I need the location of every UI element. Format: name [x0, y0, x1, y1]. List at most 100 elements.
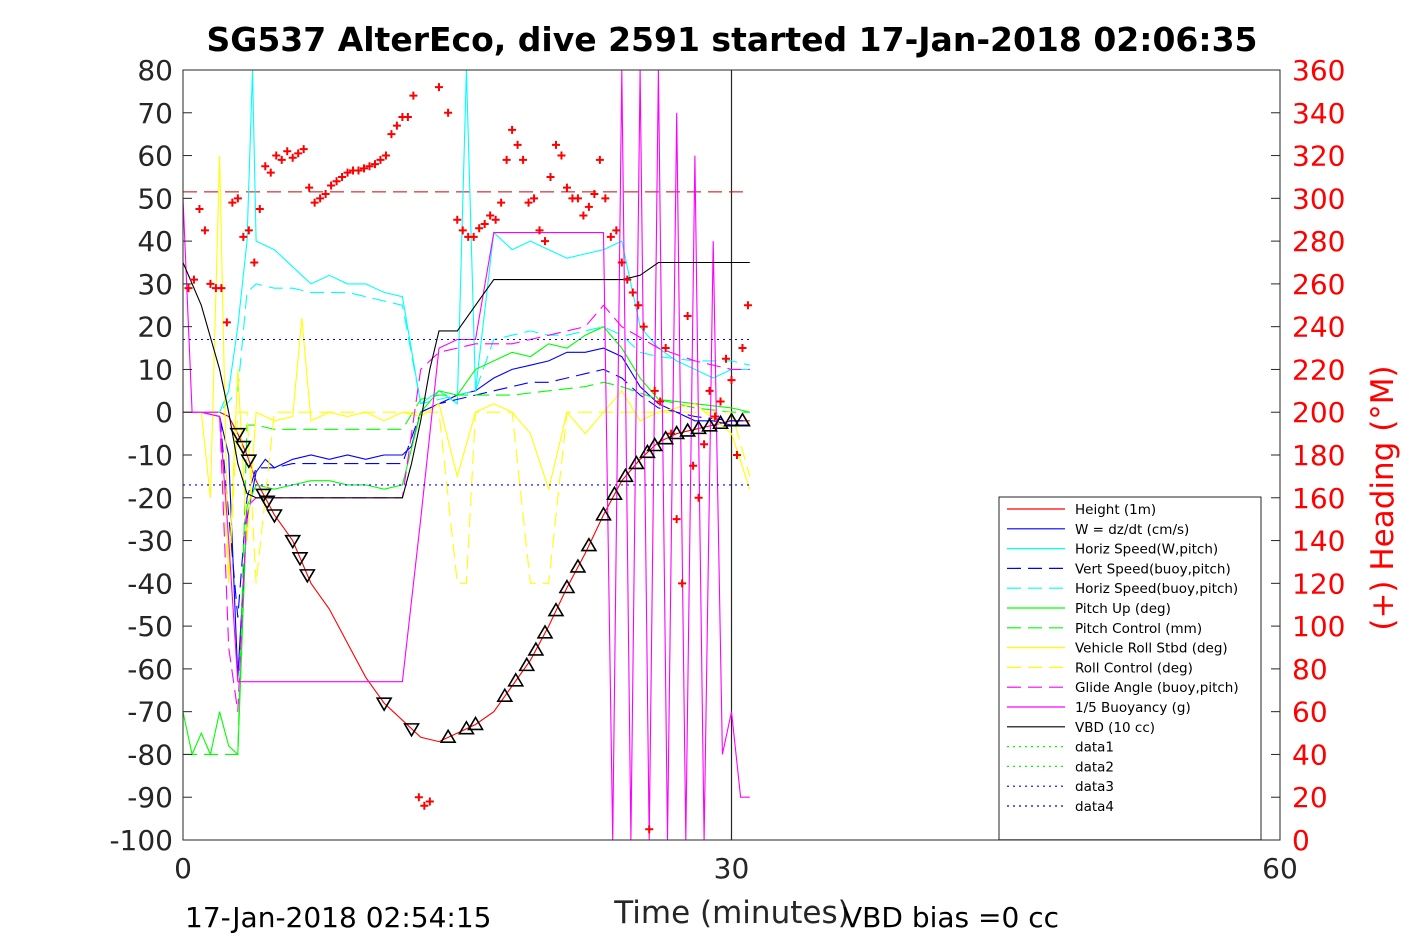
depth-marker-34 — [712, 414, 729, 430]
heading-point-16 — [272, 151, 281, 160]
heading-point-34 — [370, 160, 379, 169]
legend-label-1: W = dz/dt (cm/s) — [1075, 522, 1189, 538]
heading-point-79 — [628, 288, 637, 297]
heading-point-80 — [634, 301, 643, 310]
y-tick-label-5: 30 — [137, 268, 173, 301]
y-right-tick-label-5: 260 — [1292, 268, 1345, 301]
heading-point-67 — [562, 183, 571, 192]
heading-point-25 — [321, 190, 330, 199]
heading-point-31 — [354, 166, 363, 175]
right-axis-label: (+) Heading (°M) — [1365, 365, 1401, 630]
heading-point-96 — [722, 354, 731, 363]
heading-point-59 — [519, 155, 528, 164]
legend-label-6: Pitch Control (mm) — [1075, 621, 1202, 637]
y-right-tick-label-17: 20 — [1292, 781, 1328, 814]
heading-point-37 — [387, 130, 396, 139]
heading-point-43 — [420, 801, 429, 810]
heading-layer — [184, 83, 752, 834]
x-tick-label-2: 60 — [1262, 852, 1298, 885]
series-line-7 — [183, 155, 751, 584]
y-tick-label-11: -30 — [127, 525, 173, 558]
y-tick-label-2: 60 — [137, 140, 173, 173]
heading-point-99 — [738, 344, 747, 353]
y-right-tick-label-7: 220 — [1292, 353, 1345, 386]
heading-point-47 — [453, 215, 462, 224]
heading-point-44 — [425, 797, 434, 806]
heading-point-65 — [551, 140, 560, 149]
heading-point-17 — [277, 155, 286, 164]
y-tick-label-7: 10 — [137, 353, 173, 386]
y-tick-label-12: -40 — [127, 567, 173, 600]
y-tick-label-10: -20 — [127, 482, 173, 515]
heading-point-29 — [343, 168, 352, 177]
depth-marker-8 — [298, 569, 316, 584]
heading-point-1 — [189, 275, 198, 284]
heading-point-74 — [601, 194, 610, 203]
y-tick-label-13: -50 — [127, 610, 173, 643]
heading-point-48 — [458, 226, 467, 235]
heading-point-92 — [700, 440, 709, 449]
y-tick-label-0: 80 — [137, 54, 173, 87]
legend-label-7: Vehicle Roll Stbd (deg) — [1075, 641, 1228, 657]
depth-marker-31 — [679, 422, 697, 437]
depth-marker-7 — [291, 551, 309, 567]
depth-marker-5 — [266, 509, 283, 524]
heading-point-41 — [409, 91, 418, 100]
heading-point-73 — [595, 155, 604, 164]
y-right-tick-label-0: 360 — [1292, 54, 1345, 87]
y-tick-label-17: -90 — [127, 781, 173, 814]
legend-box — [998, 496, 1262, 841]
heading-point-82 — [645, 825, 654, 834]
heading-point-3 — [200, 226, 209, 235]
heading-point-8 — [228, 198, 237, 207]
heading-point-90 — [689, 461, 698, 470]
heading-point-85 — [661, 344, 670, 353]
footer-timestamp: 17-Jan-2018 02:54:15 — [185, 901, 491, 934]
heading-point-57 — [508, 125, 517, 134]
depth-marker-20 — [558, 579, 576, 594]
depth-marker-13 — [467, 715, 484, 731]
depth-marker-9 — [375, 697, 393, 712]
heading-point-35 — [376, 155, 385, 164]
heading-point-40 — [403, 113, 412, 122]
heading-point-75 — [606, 232, 615, 241]
legend-label-3: Vert Speed(buoy,pitch) — [1075, 561, 1231, 577]
x-tick-label-0: 0 — [174, 852, 192, 885]
heading-point-32 — [360, 164, 369, 173]
y-tick-label-8: 0 — [155, 396, 173, 429]
heading-point-38 — [392, 121, 401, 130]
legend-label-14: data3 — [1075, 779, 1114, 795]
heading-point-14 — [261, 162, 270, 171]
legend-label-4: Horiz Speed(buoy,pitch) — [1075, 581, 1238, 597]
y-right-tick-label-18: 0 — [1292, 824, 1310, 857]
footer-vbd-bias: VBD bias =0 cc — [843, 901, 1059, 934]
heading-point-10 — [239, 232, 248, 241]
heading-point-83 — [650, 386, 659, 395]
heading-point-24 — [316, 194, 325, 203]
heading-point-61 — [530, 194, 539, 203]
depth-marker-15 — [507, 672, 525, 687]
y-tick-label-3: 50 — [137, 182, 173, 215]
y-right-tick-label-9: 180 — [1292, 439, 1345, 472]
y-tick-label-6: 20 — [137, 311, 173, 344]
heading-point-84 — [656, 397, 665, 406]
heading-point-54 — [491, 215, 500, 224]
heading-point-45 — [434, 83, 443, 92]
y-right-tick-label-6: 240 — [1292, 311, 1345, 344]
y-tick-label-14: -60 — [127, 653, 173, 686]
heading-point-62 — [535, 226, 544, 235]
depth-marker-25 — [617, 467, 634, 483]
y-right-tick-label-8: 200 — [1292, 396, 1345, 429]
depth-marker-1 — [234, 440, 252, 456]
heading-point-78 — [623, 275, 632, 284]
depth-marker-30 — [668, 425, 686, 440]
heading-point-69 — [573, 194, 582, 203]
depth-markers — [229, 412, 751, 744]
heading-point-53 — [486, 211, 495, 220]
depth-marker-2 — [240, 454, 258, 469]
y-tick-label-15: -70 — [127, 696, 173, 729]
y-tick-label-16: -80 — [127, 738, 173, 771]
heading-point-66 — [557, 151, 566, 160]
heading-point-60 — [524, 198, 533, 207]
heading-point-87 — [672, 515, 681, 524]
